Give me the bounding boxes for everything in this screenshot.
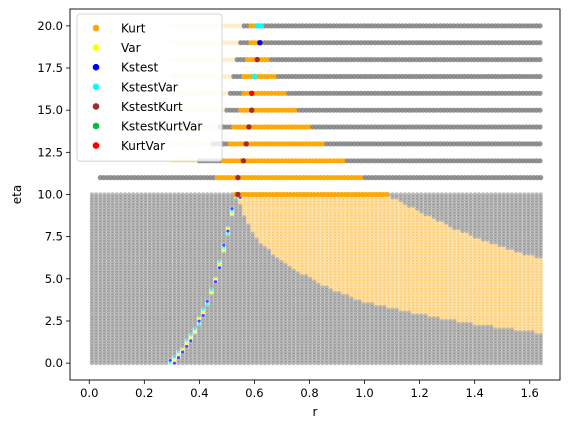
- grid-points-low: [89, 192, 543, 366]
- scatter-point: [185, 344, 189, 348]
- scatter-point: [201, 310, 205, 315]
- scatter-point: [209, 291, 213, 295]
- scatter-point: [189, 339, 193, 343]
- scatter-point: [205, 302, 209, 306]
- scatter-point: [180, 352, 185, 357]
- scatter-point: [181, 350, 185, 354]
- scatter-point: [168, 361, 172, 365]
- scatter-point: [192, 332, 198, 338]
- scatter-point: [189, 336, 193, 340]
- scatter-point: [213, 280, 218, 284]
- scatter-point: [197, 322, 201, 326]
- scatter-point: [176, 353, 181, 357]
- scatter-point: [218, 263, 222, 267]
- scatter-point: [222, 249, 226, 253]
- scatter-point: [172, 361, 176, 365]
- scatter-point: [218, 266, 222, 270]
- scatter-point: [185, 339, 189, 343]
- scatter-point: [176, 358, 181, 363]
- scatter-point: [193, 330, 197, 334]
- scatter-point: [176, 355, 181, 360]
- scatter-point: [201, 313, 205, 317]
- scatter-point: [185, 341, 189, 346]
- scatter-point: [222, 246, 226, 250]
- scatter-point: [184, 346, 189, 352]
- scatter-point: [188, 341, 193, 346]
- scatter-point: [172, 358, 176, 362]
- scatter-point: [197, 319, 201, 323]
